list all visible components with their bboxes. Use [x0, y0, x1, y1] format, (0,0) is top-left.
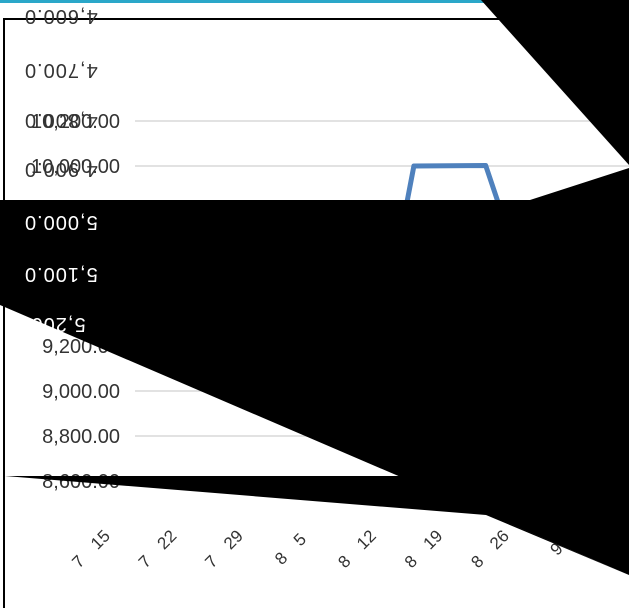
mirrored-label-2: 4,800.0 — [24, 109, 98, 131]
y-tick-label-1: 8,800.00 — [42, 426, 120, 448]
y-tick-label-2: 9,000.00 — [42, 381, 120, 403]
y-tick-label-5: 10,200.00 — [31, 111, 120, 133]
mirrored-label-1: 4,700.0 — [24, 59, 98, 81]
chart-frame — [3, 18, 629, 608]
y-tick-label-4: 10,000.00 — [31, 156, 120, 178]
top-accent-bar — [0, 0, 629, 3]
overlay-middle-band — [0, 168, 629, 575]
mirrored-label-3: 4,900.0 — [24, 158, 98, 180]
overlay-top-right — [481, 0, 629, 165]
mirrored-label-5: 5,100.0 — [24, 263, 98, 285]
black-overlay-shapes — [0, 0, 629, 575]
mirrored-label-6: 5,200. — [24, 313, 86, 335]
overlay-bottom-wedge — [5, 476, 629, 575]
mirrored-label-0: 4,600.0 — [24, 5, 98, 27]
mirrored-label-4: 5,000.0 — [24, 211, 98, 233]
